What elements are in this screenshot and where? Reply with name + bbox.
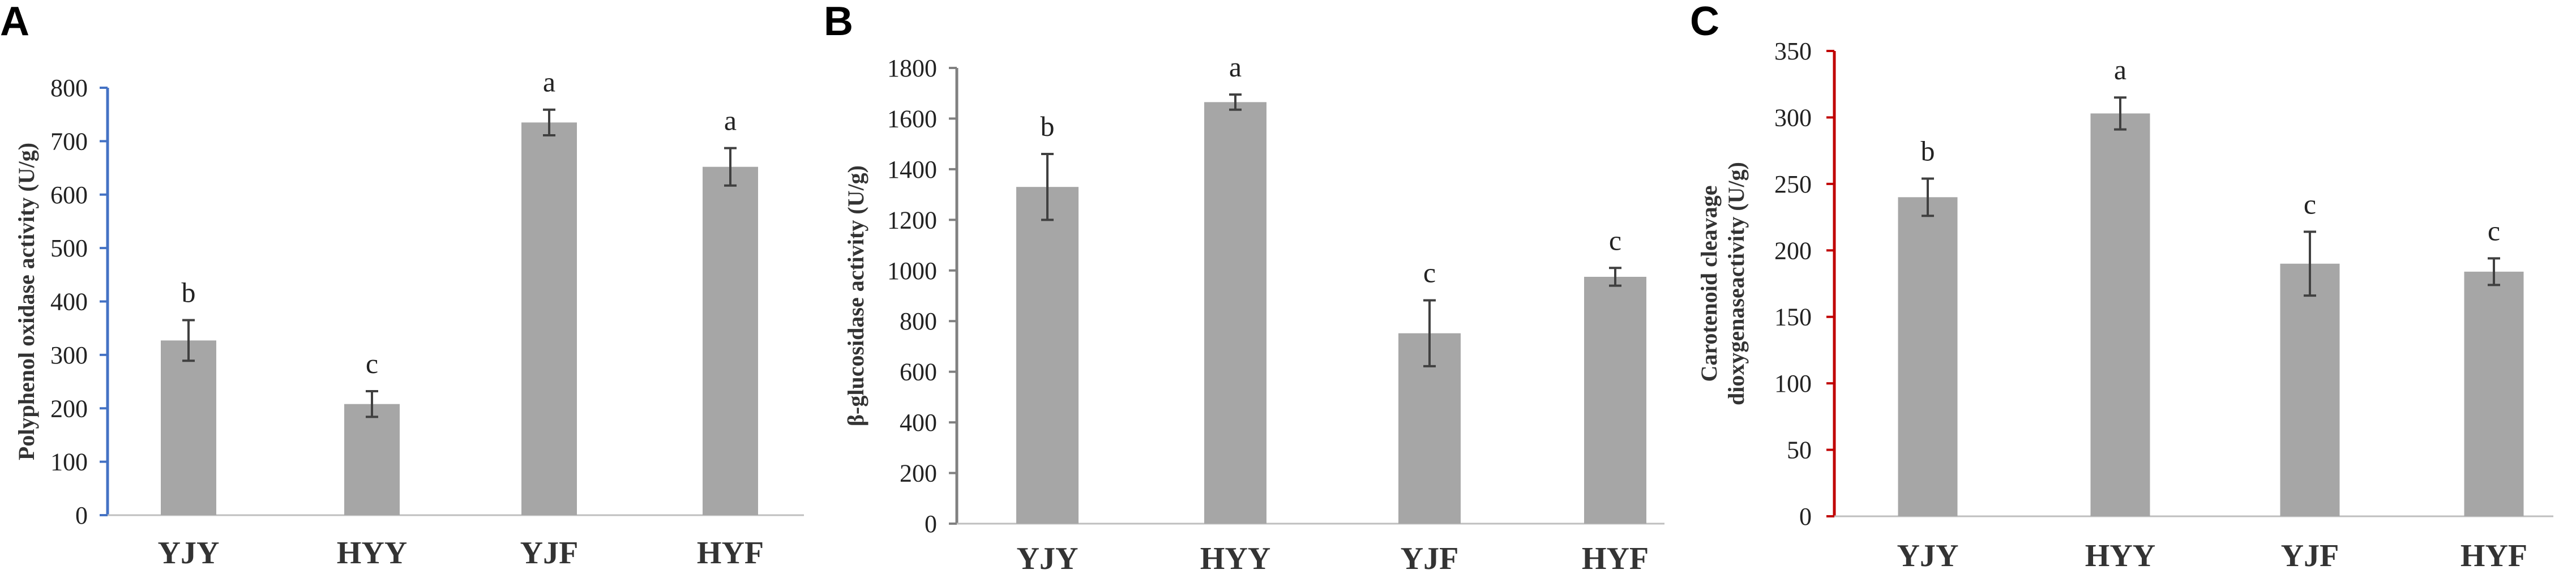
panel-letter: A [0, 0, 29, 44]
x-tick-label: YJF [1401, 541, 1459, 576]
x-tick-label: YJY [158, 536, 220, 571]
x-tick-label: HYY [2085, 538, 2155, 573]
y-tick-label: 300 [1774, 104, 1812, 131]
panel-letter: C [1690, 0, 1719, 44]
panel-letter: B [824, 0, 853, 44]
chart-panel-a: A 0 100 200 300 400 500 600 700 800 Polyphenol oxi… [0, 0, 804, 571]
significance-label: c [1609, 224, 1621, 256]
y-tick-label: 400 [50, 288, 88, 316]
bar [1584, 276, 1646, 524]
x-tick-label: HYY [337, 536, 407, 571]
y-tick-label: 800 [50, 74, 88, 102]
bar [2280, 263, 2340, 516]
y-tick-label: 150 [1774, 303, 1812, 331]
y-axis-label: β-glucosidase activity (U/g) [843, 165, 868, 426]
y-tick-label: 200 [1774, 237, 1812, 264]
y-tick-label: 600 [900, 358, 937, 386]
significance-label: c [2488, 215, 2500, 246]
significance-label: c [2304, 188, 2316, 220]
y-tick-label: 300 [50, 341, 88, 369]
x-tick-label: HYF [697, 536, 764, 571]
bar [703, 166, 758, 515]
significance-label: a [1229, 51, 1242, 83]
y-tick-label: 200 [50, 395, 88, 422]
y-tick-label: 200 [900, 460, 937, 487]
y-tick-label: 0 [1799, 503, 1812, 530]
significance-label: b [1921, 135, 1935, 166]
bar [1204, 102, 1266, 524]
y-tick-label: 1800 [887, 54, 937, 82]
y-tick-label: 800 [900, 307, 937, 335]
y-tick-label: 0 [925, 510, 937, 538]
x-tick-label: YJF [520, 536, 579, 571]
significance-label: a [724, 105, 737, 136]
y-tick-label: 400 [900, 409, 937, 436]
significance-label: c [1423, 257, 1436, 289]
bar [521, 122, 577, 515]
y-tick-label: 600 [50, 181, 88, 209]
x-tick-label: YJY [1017, 541, 1079, 576]
bar [2090, 113, 2150, 516]
x-tick-label: YJF [2281, 538, 2339, 573]
y-axis-label: Carotenoid cleavage [1696, 186, 1722, 382]
y-tick-label: 100 [50, 448, 88, 476]
y-tick-label: 1000 [887, 257, 937, 285]
x-tick-label: YJY [1897, 538, 1959, 573]
y-tick-label: 1400 [887, 156, 937, 183]
y-axis-label: dioxygenaseactivity (U/g) [1723, 162, 1749, 405]
y-tick-label: 700 [50, 127, 88, 155]
significance-label: a [543, 66, 555, 98]
y-tick-label: 350 [1774, 37, 1812, 65]
x-tick-label: HYY [1200, 541, 1270, 576]
significance-label: b [182, 277, 196, 309]
y-tick-label: 50 [1787, 436, 1812, 464]
chart-panel-b: B 0 200 400 600 800 1000 1200 1400 1600 1800 β-gluc… [824, 0, 1664, 576]
bar [2464, 271, 2524, 516]
significance-label: a [2114, 54, 2126, 85]
bar [1016, 187, 1079, 524]
x-tick-label: HYF [2461, 538, 2527, 573]
y-tick-label: 1600 [887, 105, 937, 132]
y-tick-label: 100 [1774, 370, 1812, 397]
significance-label: b [1041, 110, 1055, 142]
y-tick-label: 500 [50, 234, 88, 262]
bar [344, 404, 400, 515]
y-axis-label: Polyphenol oxidase activity (U/g) [14, 143, 39, 460]
x-tick-label: HYF [1582, 541, 1649, 576]
y-tick-label: 250 [1774, 170, 1812, 198]
bar [1898, 197, 1958, 516]
bar [161, 340, 216, 515]
chart-panel-c: C 0 50 100 150 200 250 300 350 Carotenoid cleavag… [1690, 0, 2553, 573]
y-tick-label: 1200 [887, 206, 937, 234]
y-tick-label: 0 [75, 502, 88, 529]
significance-label: c [366, 348, 378, 379]
